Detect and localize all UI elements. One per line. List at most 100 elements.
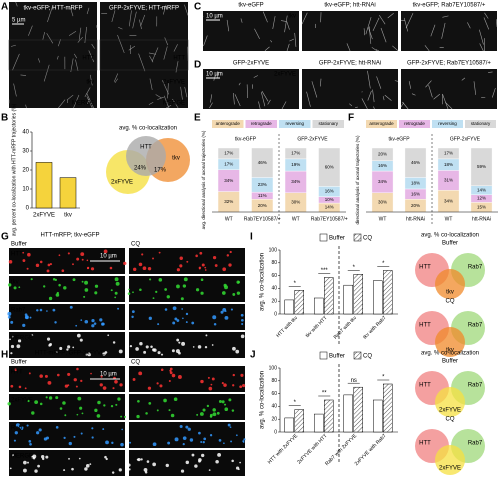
streak <box>483 17 490 30</box>
puncta <box>38 428 42 432</box>
venn-value: 17% <box>154 168 167 174</box>
puncta <box>223 283 227 288</box>
micrograph <box>100 2 188 108</box>
bar-segment <box>318 147 341 187</box>
puncta <box>236 291 241 295</box>
puncta <box>211 377 215 381</box>
puncta <box>170 413 175 418</box>
puncta <box>8 260 13 264</box>
puncta <box>209 413 213 417</box>
puncta <box>179 264 183 268</box>
micrograph <box>302 11 398 51</box>
x-tick-label: WT <box>379 216 387 222</box>
streak <box>117 34 125 54</box>
streak <box>349 103 353 107</box>
streak <box>180 86 183 100</box>
puncta <box>163 398 167 403</box>
streak <box>118 26 123 30</box>
condition-label: Buffer <box>11 242 27 248</box>
streak <box>233 92 235 105</box>
venn-label: 2xFYVE <box>439 466 461 472</box>
puncta <box>223 383 227 387</box>
condition-label: Buffer <box>442 359 458 365</box>
streak <box>43 64 50 82</box>
y-tick-label: 100 <box>269 247 278 253</box>
streak <box>433 93 441 100</box>
puncta <box>176 338 180 342</box>
y-tick-label: 100 <box>269 365 278 371</box>
puncta <box>168 409 171 412</box>
streak <box>47 5 54 23</box>
puncta <box>68 457 70 460</box>
streak <box>488 71 493 73</box>
streak <box>445 102 453 110</box>
streak <box>479 43 484 52</box>
puncta <box>112 387 115 390</box>
puncta <box>128 288 130 291</box>
streak <box>479 29 484 45</box>
value-label: 46% <box>258 160 267 165</box>
puncta <box>158 278 163 282</box>
puncta <box>84 288 89 292</box>
venn-label: tkv <box>446 348 454 354</box>
streak <box>286 21 290 30</box>
puncta <box>67 345 71 349</box>
puncta <box>169 369 172 372</box>
puncta <box>71 467 74 471</box>
puncta <box>164 308 168 311</box>
condition-label: CQ <box>131 360 140 366</box>
streak <box>139 19 142 30</box>
streak <box>234 94 241 107</box>
puncta <box>199 251 203 255</box>
y-tick-label: 40 <box>22 130 29 136</box>
channel-label: tkv <box>86 80 94 86</box>
puncta <box>121 428 123 431</box>
significance-label: ns <box>351 378 357 384</box>
puncta <box>102 386 107 390</box>
venn-label: HTT <box>419 441 431 447</box>
streak <box>25 104 27 109</box>
puncta <box>171 373 176 378</box>
streak <box>281 101 287 110</box>
puncta <box>239 461 241 464</box>
venn-label: tkv <box>446 290 454 296</box>
streak <box>286 43 290 52</box>
puncta <box>156 409 159 412</box>
puncta <box>221 382 224 385</box>
puncta <box>236 280 240 284</box>
group-label: GFP-2xFYVE <box>297 136 328 142</box>
streak <box>261 90 269 102</box>
puncta <box>222 291 226 295</box>
puncta <box>183 277 188 282</box>
micrograph <box>9 276 125 302</box>
puncta <box>64 414 67 417</box>
puncta <box>81 280 84 283</box>
legend-label: retrograde <box>404 121 425 126</box>
overlay <box>8 39 98 71</box>
puncta <box>115 403 118 406</box>
streak <box>261 92 266 107</box>
value-label: 59% <box>477 164 486 169</box>
streak <box>184 4 189 16</box>
y-tick-label: 10 <box>22 187 29 193</box>
puncta <box>195 288 200 292</box>
puncta <box>44 374 48 378</box>
panel-label: F <box>348 113 354 124</box>
y-tick-label: 40 <box>271 286 277 292</box>
value-label: 32% <box>224 199 233 204</box>
puncta <box>191 321 195 325</box>
puncta <box>143 468 148 472</box>
puncta <box>78 457 81 460</box>
puncta <box>18 426 21 429</box>
venn-set <box>435 269 465 299</box>
puncta <box>72 346 75 349</box>
bar-segment <box>284 147 307 160</box>
puncta <box>117 307 120 310</box>
puncta <box>230 308 233 311</box>
value-label: 15% <box>477 204 486 209</box>
puncta <box>58 283 61 287</box>
x-tick-label: WT <box>292 216 300 222</box>
bar <box>373 399 383 433</box>
micrograph <box>9 394 125 420</box>
puncta <box>111 441 114 445</box>
